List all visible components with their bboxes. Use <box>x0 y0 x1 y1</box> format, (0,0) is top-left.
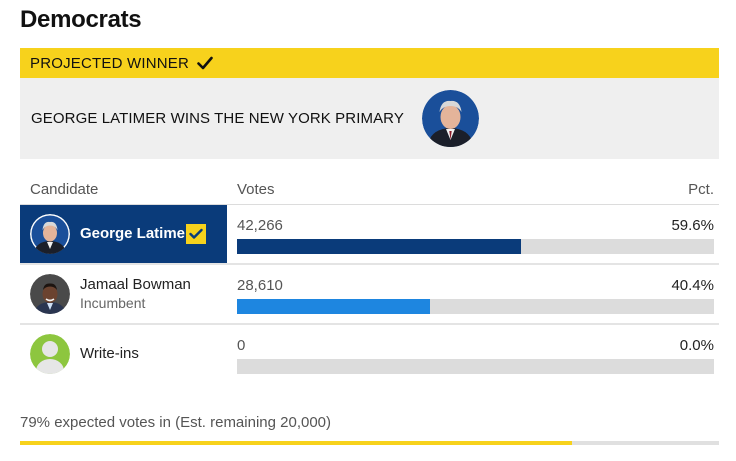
vote-bar-fill <box>237 239 522 254</box>
incumbent-label: Incumbent <box>80 295 146 311</box>
header-divider <box>20 204 719 205</box>
pct-column-header: Pct. <box>688 181 714 198</box>
placeholder-avatar-icon <box>30 334 70 374</box>
expected-votes-progress-fill <box>20 441 573 445</box>
candidate-name-block: Jamaal Bowman Incumbent <box>80 276 191 312</box>
candidate-name: Write-ins <box>80 345 139 362</box>
vote-bar-track <box>237 239 714 254</box>
candidate-cell: Write-ins <box>20 325 227 383</box>
row-divider <box>20 323 719 325</box>
row-divider <box>20 263 719 265</box>
vote-percent: 59.6% <box>671 217 714 234</box>
expected-votes-text: 79% expected votes in (Est. remaining 20… <box>20 414 332 431</box>
candidate-row-latimer: George Latimer 42,266 59.6% <box>20 205 719 263</box>
projected-winner-label: PROJECTED WINNER <box>30 54 190 72</box>
projected-winner-banner: PROJECTED WINNER <box>20 48 719 78</box>
vote-percent: 0.0% <box>679 337 714 354</box>
winner-check-icon <box>186 224 206 244</box>
candidate-column-header: Candidate <box>30 181 99 198</box>
votes-column-header: Votes <box>237 181 275 198</box>
vote-bar-track <box>237 299 714 314</box>
vote-count: 28,610 <box>237 277 283 294</box>
check-icon <box>197 56 213 70</box>
vote-count: 0 <box>237 337 246 354</box>
vote-bar-fill <box>237 299 430 314</box>
winner-headline: GEORGE LATIMER WINS THE NEW YORK PRIMARY <box>31 110 404 127</box>
vote-bar-track <box>237 359 714 374</box>
vote-count: 42,266 <box>237 217 283 234</box>
party-title: Democrats <box>20 6 142 33</box>
candidate-name: Jamaal Bowman <box>80 276 191 293</box>
candidate-name: George Latimer <box>80 225 191 242</box>
expected-votes-progress <box>20 441 719 445</box>
candidate-cell: Jamaal Bowman Incumbent <box>20 265 227 323</box>
candidate-avatar <box>30 274 70 314</box>
candidate-row-write-ins: Write-ins 0 0.0% <box>20 325 719 383</box>
candidate-avatar <box>30 214 70 254</box>
candidate-cell: George Latimer <box>20 205 227 263</box>
vote-percent: 40.4% <box>671 277 714 294</box>
candidate-row-bowman: Jamaal Bowman Incumbent 28,610 40.4% <box>20 265 719 323</box>
winner-avatar <box>421 90 479 147</box>
winner-announcement: GEORGE LATIMER WINS THE NEW YORK PRIMARY <box>20 78 719 159</box>
